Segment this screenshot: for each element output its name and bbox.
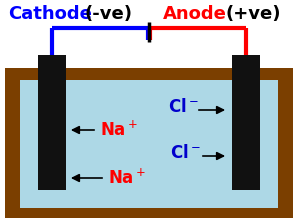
Bar: [20, 80, 278, 208]
Text: Cl$^-$: Cl$^-$: [168, 98, 199, 116]
Text: Na$^+$: Na$^+$: [100, 120, 138, 140]
Text: Anode: Anode: [163, 5, 227, 23]
Bar: [38, 55, 66, 190]
Text: (+ve): (+ve): [225, 5, 281, 23]
Text: (-ve): (-ve): [84, 5, 132, 23]
Text: Na$^+$: Na$^+$: [108, 168, 146, 188]
Bar: [5, 68, 293, 218]
Text: Cathode: Cathode: [8, 5, 92, 23]
Text: Cl$^-$: Cl$^-$: [170, 144, 201, 162]
Bar: [232, 55, 260, 190]
